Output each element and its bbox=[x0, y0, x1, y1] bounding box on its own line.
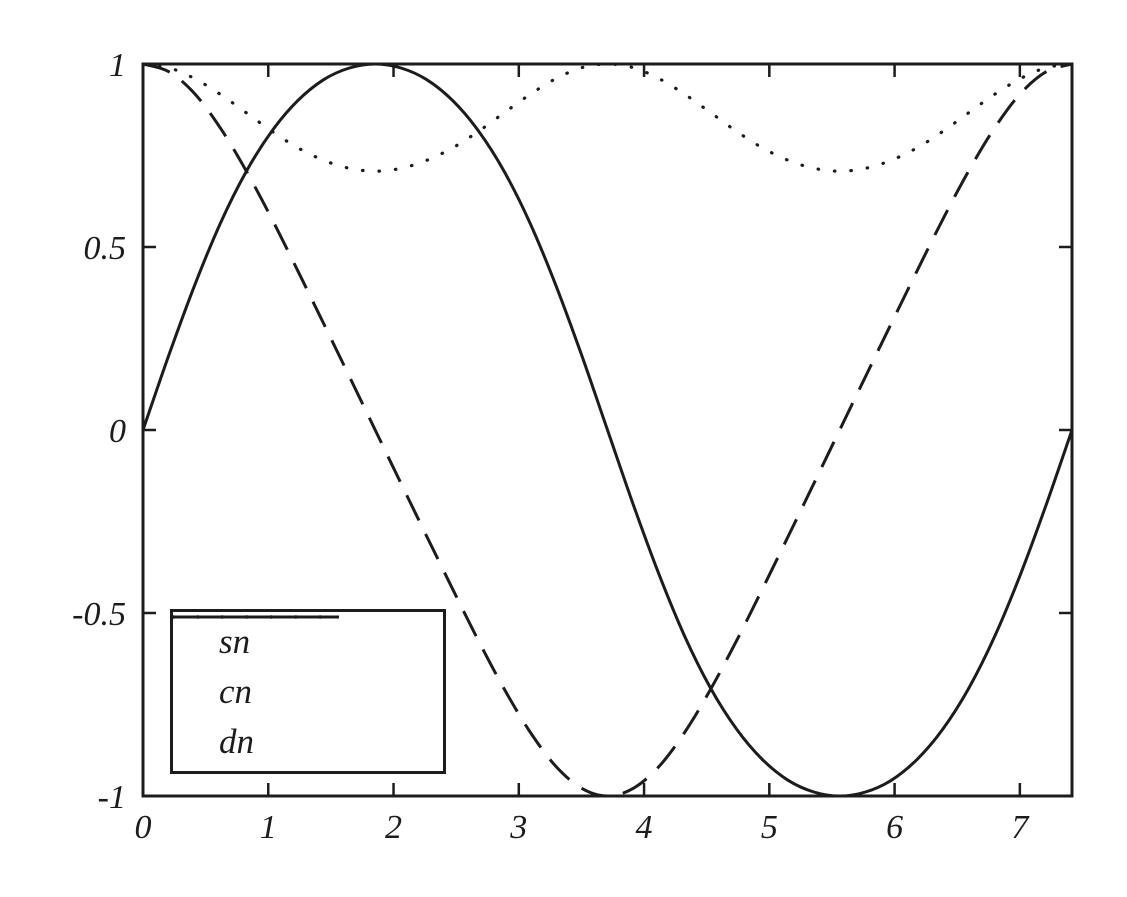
x-tick-label: 6 bbox=[886, 809, 903, 846]
legend-label-dn: dn bbox=[219, 721, 254, 761]
x-tick-label: 5 bbox=[761, 809, 778, 846]
legend-item-sn: sn bbox=[173, 615, 443, 664]
dotted-line-sample-icon bbox=[173, 615, 339, 619]
legend-item-cn: cn bbox=[173, 615, 443, 714]
curve-sn bbox=[143, 64, 1072, 796]
legend-label-sn: sn bbox=[219, 622, 251, 662]
x-tick-label: 2 bbox=[385, 809, 402, 846]
y-tick-label: 0.5 bbox=[84, 230, 127, 267]
legend-item-dn: dn bbox=[173, 615, 443, 763]
x-tick-label: 0 bbox=[135, 809, 152, 846]
y-tick-label: -0.5 bbox=[72, 596, 126, 633]
y-tick-label: -1 bbox=[98, 779, 126, 816]
x-tick-label: 7 bbox=[1011, 809, 1030, 846]
x-tick-label: 1 bbox=[260, 809, 277, 846]
x-tick-label: 4 bbox=[636, 809, 653, 846]
x-tick-label: 3 bbox=[509, 809, 527, 846]
dashed-line-sample-icon bbox=[173, 615, 339, 619]
legend-label-cn: cn bbox=[219, 672, 253, 711]
legend: sn cn dn bbox=[170, 609, 446, 774]
y-tick-label: 1 bbox=[109, 47, 126, 84]
curve-cn bbox=[143, 64, 1072, 796]
curves bbox=[143, 64, 1072, 796]
y-tick-label: 0 bbox=[109, 413, 126, 450]
